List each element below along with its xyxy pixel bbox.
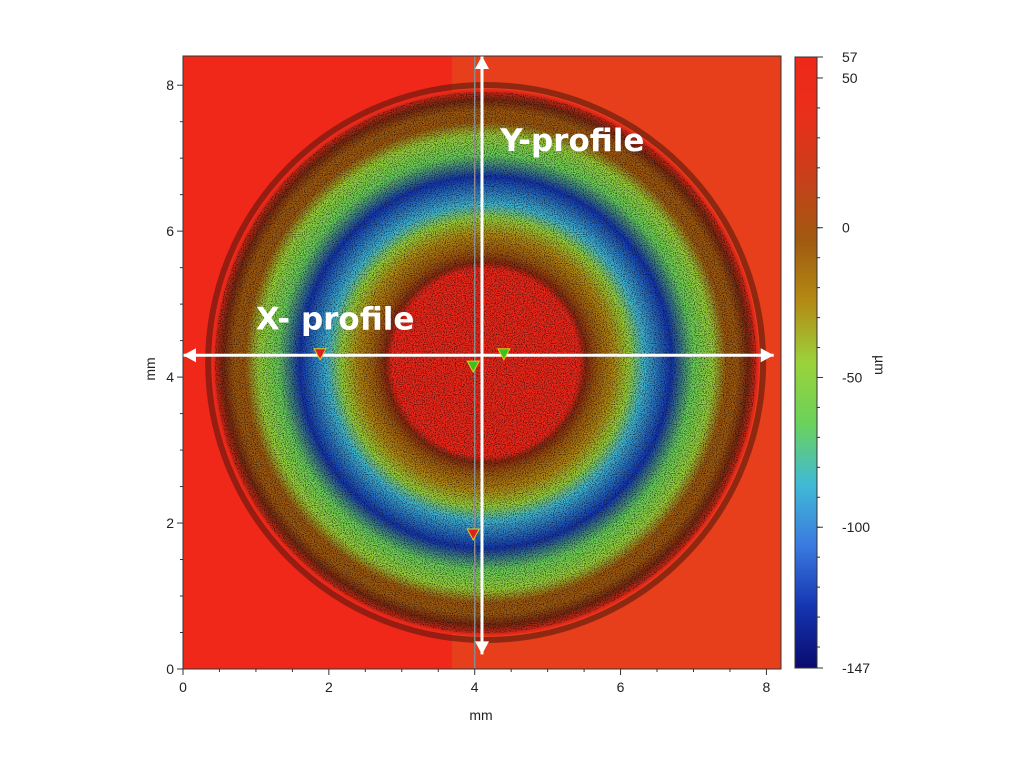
x-axis-title: mm (469, 707, 492, 723)
profile-marker-2 (466, 360, 481, 374)
y-tick-label: 2 (166, 515, 174, 531)
profile-marker-3 (497, 348, 511, 361)
x-tick-label: 2 (325, 679, 333, 695)
plot-frame (182, 55, 782, 670)
y-tick-label: 6 (166, 223, 174, 239)
x-profile-arrowhead-start (183, 348, 196, 363)
profile-marker-4 (466, 528, 481, 542)
colorbar: 57 50 0 -50 -100 -147 (794, 49, 870, 676)
colorbar-scale (794, 56, 818, 669)
y-tick-label: 0 (166, 661, 174, 677)
x-tick-label: 6 (617, 679, 625, 695)
ring-outer-rim (205, 82, 767, 643)
colorbar-unit-label: µm (872, 355, 888, 375)
y-tick-label: 4 (166, 369, 174, 385)
y-profile-arrowhead-start (475, 641, 489, 655)
x-axis: 0 2 4 6 8 (179, 669, 771, 695)
colorbar-tick-label: -147 (842, 660, 870, 676)
x-tick-label: 4 (471, 679, 479, 695)
colorbar-tick-label: 0 (842, 220, 850, 236)
x-profile-arrowhead-end (760, 348, 774, 363)
x-tick-label: 0 (179, 679, 187, 695)
y-profile-label: Y-profile (499, 123, 644, 159)
colorbar-tick-label: -50 (842, 369, 862, 385)
colorbar-tick-label: 57 (842, 49, 858, 65)
y-profile-arrowhead-end (475, 56, 489, 69)
surface-texture (214, 91, 757, 634)
plot-area (183, 56, 781, 669)
y-axis-title: mm (142, 357, 158, 380)
x-tick-label: 8 (763, 679, 771, 695)
colorbar-tick-label: -100 (842, 519, 870, 535)
x-profile-label: X- profile (256, 302, 414, 338)
y-tick-label: 8 (166, 77, 174, 93)
profile-marker-1 (313, 348, 327, 361)
y-axis: 0 2 4 6 8 (166, 77, 183, 677)
colorbar-tick-label: 50 (842, 70, 858, 86)
